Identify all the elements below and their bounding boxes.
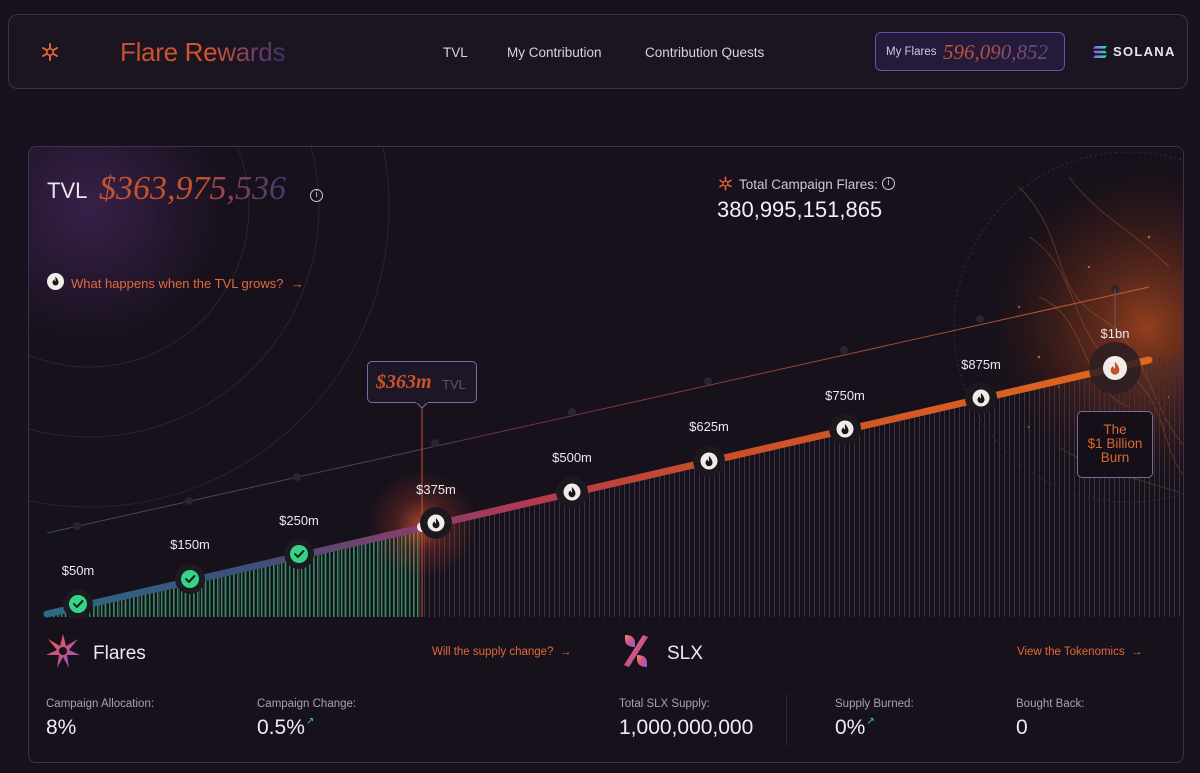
brand-title[interactable]: Flare Rewards [120,37,286,67]
slx-title: SLX [667,643,703,664]
arrow-right-icon: → [287,276,304,291]
my-flares-label: My Flares [886,46,937,58]
nav-contribution-quests[interactable]: Contribution Quests [645,45,765,60]
divider [786,694,787,746]
projection-dots [73,285,1119,530]
flame-icon [47,273,64,290]
milestone-markers [63,342,1141,619]
campaign-flares-value: 380,995,151,865 [717,197,883,222]
network-name: SOLANA [1113,44,1176,59]
milestone-label: $625m [689,419,729,434]
milestone-label: $1bn [1100,326,1130,341]
check-icon [185,575,196,583]
milestone-label: $250m [279,513,319,528]
supply-change-link-text: Will the supply change? [432,646,554,658]
campaign-change-value: 0.5% [257,716,305,739]
flare-star-icon [719,176,732,191]
top-nav-bar: Flare Rewards TVL My Contribution Contri… [8,14,1188,89]
milestone-label: $50m [61,563,95,578]
tokenomics-link[interactable]: View the Tokenomics → [1017,646,1143,658]
milestone-locked [693,445,725,477]
campaign-flares-label: Total Campaign Flares: [739,177,878,192]
burn-line-2: $1 Billion [1087,436,1143,451]
background-rings [29,147,390,508]
bought-back-value: 0 [1016,716,1028,739]
milestone-reached [284,539,314,569]
solana-icon [1093,45,1107,58]
projection-line [46,286,1150,534]
tooltip-caret [416,402,428,409]
total-slx-supply-value: 1,000,000,000 [619,716,754,739]
bought-back-label: Bought Back: [1016,698,1085,710]
milestone-final [1089,342,1141,394]
burn-line-3: Burn [1100,450,1130,465]
flare-logo-icon[interactable] [39,41,61,63]
nav-my-contribution[interactable]: My Contribution [507,45,602,60]
flares-logo-icon [46,634,80,668]
my-flares-badge[interactable]: My Flares 596,090,852 [875,32,1065,71]
current-tvl-tooltip: $363m TVL [367,361,477,403]
tvl-progress-chart [29,147,1183,619]
tvl-label: TVL [47,178,88,203]
nav-tvl[interactable]: TVL [443,45,468,60]
current-tvl-unit: TVL [442,377,466,392]
tokenomics-link-text: View the Tokenomics [1017,646,1125,658]
milestone-next [420,507,452,539]
current-tvl-value: $363m [376,371,432,393]
flame-icon [841,424,849,435]
slx-logo-icon [624,635,648,667]
billion-burn-card[interactable]: The $1 Billion Burn [1077,411,1153,478]
total-slx-supply-label: Total SLX Supply: [619,698,710,710]
milestone-reached [175,564,205,594]
milestone-label: $500m [552,450,592,465]
tvl-grows-link[interactable]: What happens when the TVL grows? → [71,276,304,291]
campaign-change-label: Campaign Change: [257,698,357,710]
milestone-reached [63,589,93,619]
network-selector[interactable]: SOLANA [1093,44,1176,59]
campaign-allocation-value: 8% [46,716,77,739]
flares-title: Flares [93,643,146,664]
tvl-grows-link-text: What happens when the TVL grows? [71,276,284,291]
supply-change-link[interactable]: Will the supply change? → [432,646,571,658]
supply-burned-value: 0% [835,716,866,739]
arrow-right-icon: → [1127,646,1143,658]
tvl-track [43,356,1153,618]
check-icon [73,600,84,608]
my-flares-value: 596,090,852 [943,40,1048,64]
supply-burned-label: Supply Burned: [835,698,914,710]
arrow-right-icon: → [556,646,572,658]
milestone-locked [965,382,997,414]
campaign-info-icon[interactable]: i [882,177,895,190]
milestone-locked [829,413,861,445]
flame-icon [977,393,985,404]
milestone-locked [556,476,588,508]
trend-up-icon: ↗ [305,716,315,727]
burn-line-1: The [1103,422,1127,437]
flame-icon [432,518,440,529]
campaign-change-stat: 0.5%↗ [257,716,314,740]
flame-icon [1110,361,1120,375]
campaign-allocation-label: Campaign Allocation: [46,698,155,710]
milestone-label: $375m [416,482,456,497]
milestone-label: $150m [170,537,210,552]
tvl-panel: TVL $363,975,536 i Total Campaign Flares… [28,146,1184,763]
check-icon [294,550,305,558]
flame-icon [568,487,576,498]
flame-icon [705,456,713,467]
trend-up-icon: ↗ [866,716,875,727]
supply-burned-stat: 0%↗ [835,716,875,740]
milestone-label: $875m [961,357,1001,372]
info-icon[interactable]: i [310,189,323,202]
tvl-value: $363,975,536 [99,170,286,207]
milestone-label: $750m [825,388,865,403]
